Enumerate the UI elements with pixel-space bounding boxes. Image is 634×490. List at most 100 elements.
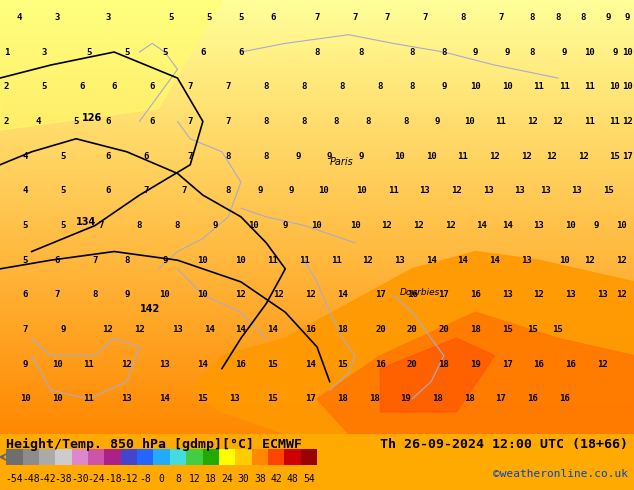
Bar [153, 449, 170, 465]
Text: 1: 1 [4, 48, 9, 56]
Text: 18: 18 [439, 360, 449, 369]
Text: -12: -12 [120, 474, 138, 484]
Text: 14: 14 [306, 360, 316, 369]
Text: 12: 12 [188, 474, 200, 484]
Text: 10: 10 [318, 186, 328, 196]
Text: 0: 0 [158, 474, 165, 484]
Text: 9: 9 [295, 151, 301, 161]
Text: 9: 9 [213, 221, 218, 230]
Text: 10: 10 [312, 221, 322, 230]
Text: 13: 13 [160, 360, 170, 369]
Text: 11: 11 [84, 360, 94, 369]
Text: 6: 6 [112, 82, 117, 91]
Text: 10: 10 [616, 221, 626, 230]
Text: 8: 8 [530, 48, 535, 56]
Text: 13: 13 [597, 291, 607, 299]
Text: 7: 7 [422, 13, 427, 22]
Text: 8: 8 [359, 48, 364, 56]
Text: 7: 7 [181, 186, 186, 196]
Text: 17: 17 [439, 291, 449, 299]
Text: 5: 5 [42, 82, 47, 91]
Bar [23, 449, 39, 465]
Text: 12: 12 [103, 325, 113, 334]
Text: 7: 7 [384, 13, 389, 22]
Text: 17: 17 [496, 394, 506, 403]
Text: 9: 9 [562, 48, 567, 56]
Text: 12: 12 [597, 360, 607, 369]
Text: 10: 10 [464, 117, 474, 126]
Text: 12: 12 [236, 291, 246, 299]
Text: 12: 12 [274, 291, 284, 299]
Text: 8: 8 [226, 151, 231, 161]
Text: 11: 11 [84, 394, 94, 403]
Polygon shape [317, 312, 634, 434]
Text: 12: 12 [363, 256, 373, 265]
Text: ©weatheronline.co.uk: ©weatheronline.co.uk [493, 469, 628, 479]
Bar [88, 449, 105, 465]
Text: 14: 14 [236, 325, 246, 334]
Text: 9: 9 [593, 221, 598, 230]
Text: 13: 13 [540, 186, 550, 196]
Text: 8: 8 [333, 117, 339, 126]
Text: -30: -30 [71, 474, 89, 484]
Text: 14: 14 [502, 221, 512, 230]
Text: 3: 3 [55, 13, 60, 22]
Text: 8: 8 [441, 48, 446, 56]
Text: 8: 8 [460, 13, 465, 22]
Text: 11: 11 [268, 256, 278, 265]
Text: 8: 8 [175, 221, 180, 230]
Text: 2: 2 [4, 82, 9, 91]
Text: 12: 12 [616, 256, 626, 265]
Text: 18: 18 [369, 394, 379, 403]
Text: 9: 9 [61, 325, 66, 334]
Text: 7: 7 [99, 221, 104, 230]
Text: 16: 16 [527, 394, 538, 403]
Text: 18: 18 [464, 394, 474, 403]
Bar [39, 449, 55, 465]
Text: 11: 11 [585, 117, 595, 126]
Text: 10: 10 [198, 256, 208, 265]
Text: 5: 5 [86, 48, 91, 56]
Text: 10: 10 [350, 221, 360, 230]
Text: 5: 5 [23, 256, 28, 265]
Text: 12: 12 [445, 221, 455, 230]
Text: 12: 12 [122, 360, 132, 369]
Text: 15: 15 [337, 360, 347, 369]
Text: 7: 7 [353, 13, 358, 22]
Text: 14: 14 [426, 256, 436, 265]
Text: -54: -54 [6, 474, 23, 484]
Text: 10: 10 [52, 360, 62, 369]
Text: 5: 5 [169, 13, 174, 22]
Text: 20: 20 [407, 325, 417, 334]
Text: 9: 9 [473, 48, 478, 56]
Text: 6: 6 [105, 151, 110, 161]
Text: 18: 18 [337, 394, 347, 403]
Text: 11: 11 [388, 186, 398, 196]
Text: 10: 10 [502, 82, 512, 91]
Text: 5: 5 [61, 151, 66, 161]
Text: 13: 13 [394, 256, 404, 265]
Text: 7: 7 [55, 291, 60, 299]
Text: 20: 20 [439, 325, 449, 334]
Text: 14: 14 [337, 291, 347, 299]
Text: 10: 10 [236, 256, 246, 265]
Text: 7: 7 [188, 82, 193, 91]
Text: 10: 10 [566, 221, 576, 230]
Text: 9: 9 [257, 186, 262, 196]
Text: 13: 13 [566, 291, 576, 299]
Bar [121, 449, 137, 465]
Text: 6: 6 [143, 151, 148, 161]
Text: 3: 3 [105, 13, 110, 22]
Polygon shape [380, 338, 495, 412]
Text: 5: 5 [124, 48, 129, 56]
Text: 9: 9 [625, 13, 630, 22]
Text: 13: 13 [534, 221, 544, 230]
Text: 6: 6 [150, 82, 155, 91]
Text: -38: -38 [55, 474, 72, 484]
Text: 12: 12 [451, 186, 462, 196]
Text: 5: 5 [23, 221, 28, 230]
Text: 7: 7 [226, 82, 231, 91]
Text: 10: 10 [249, 221, 259, 230]
Text: 5: 5 [74, 117, 79, 126]
Text: Paris: Paris [330, 157, 353, 167]
